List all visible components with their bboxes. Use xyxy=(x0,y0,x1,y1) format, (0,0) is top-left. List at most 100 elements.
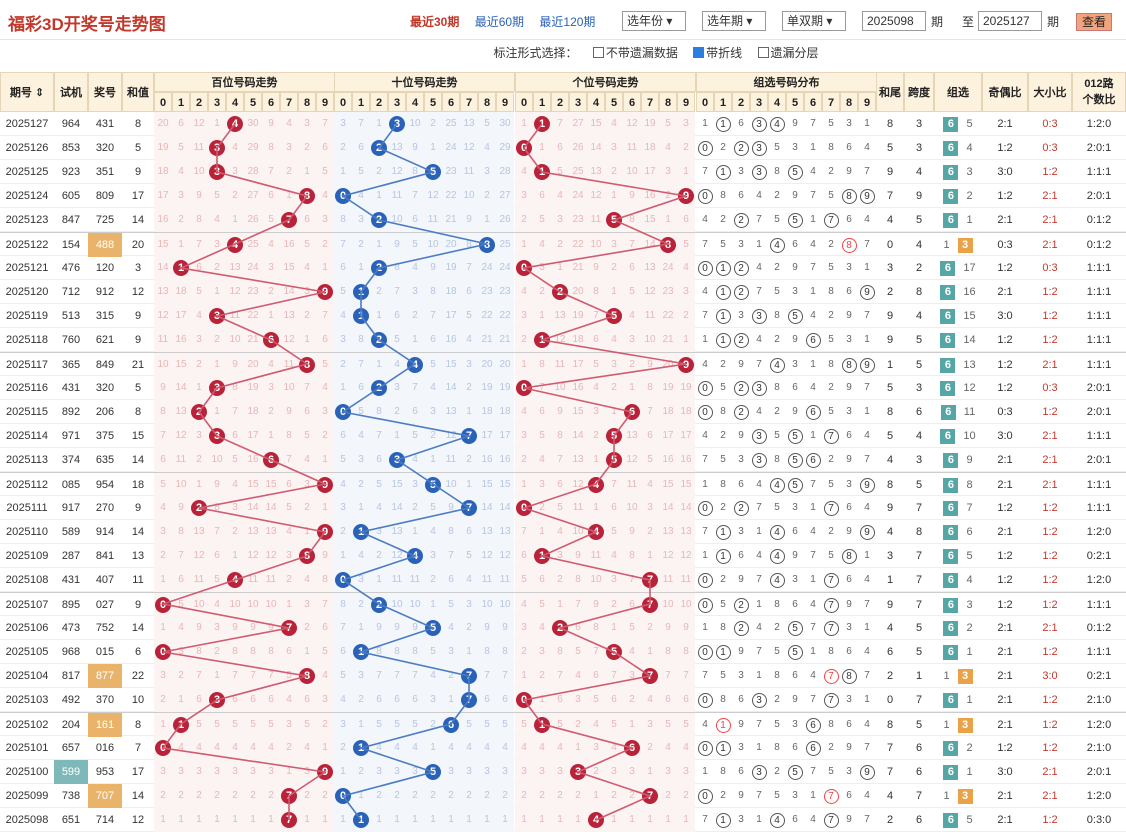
bigsmall-cell: 2:1 xyxy=(1042,359,1058,371)
digit-ball: 7 xyxy=(281,812,297,828)
missing-count: 2 xyxy=(214,646,220,657)
missing-count: 1 xyxy=(268,814,274,825)
missing-count: 12 xyxy=(499,550,511,561)
missing-count: 18 xyxy=(445,286,457,297)
missing-count: 5 xyxy=(340,286,346,297)
group-missing: 1 xyxy=(810,790,816,801)
missing-count: 21 xyxy=(445,214,457,225)
sum-cell: 15 xyxy=(131,430,145,442)
missing-count: 4 xyxy=(466,334,472,345)
issue-cell: 2025122 xyxy=(5,239,49,251)
missing-count: 20 xyxy=(481,359,493,370)
group-missing: 8 xyxy=(828,286,834,297)
missing-count: 8 xyxy=(268,646,274,657)
missing-count: 1 xyxy=(340,166,346,177)
group-missing: 2 xyxy=(774,694,780,705)
sum-cell: 8 xyxy=(134,719,142,731)
missing-count: 7 xyxy=(322,599,328,610)
missing-count: 23 xyxy=(247,286,259,297)
digit-ball: 2 xyxy=(191,404,207,420)
year-select[interactable]: 选年份 ▾ xyxy=(622,11,686,31)
missing-count: 7 xyxy=(340,622,346,633)
missing-count: 2 xyxy=(178,670,184,681)
missing-count: 11 xyxy=(409,574,421,585)
tail-cell: 7 xyxy=(886,766,894,778)
missing-count: 5 xyxy=(629,622,635,633)
group-cell: 7 xyxy=(822,616,840,640)
missing-count: 2 xyxy=(448,670,454,681)
missing-count: 17 xyxy=(662,430,674,441)
bigsmall-cell: 1:2 xyxy=(1042,742,1058,754)
missing-count: 23 xyxy=(481,286,493,297)
digit-ball: 8 xyxy=(660,237,676,253)
trial-cell: 964 xyxy=(61,118,81,130)
missing-count: 4 xyxy=(647,694,653,705)
missing-count: 3 xyxy=(611,359,617,370)
missing-count: 20 xyxy=(662,359,674,370)
from-issue-input[interactable]: 2025098 xyxy=(862,11,926,31)
missing-count: 13 xyxy=(590,166,602,177)
missing-count: 3 xyxy=(268,382,274,393)
missing-count: 24 xyxy=(662,262,674,273)
missing-count: 6 xyxy=(502,694,508,705)
bigsmall-cell: 2:1 xyxy=(1042,430,1058,442)
group-missing: 5 xyxy=(774,286,780,297)
missing-count: 4 xyxy=(665,142,671,153)
missing-count: 10 xyxy=(463,190,475,201)
option-with-line[interactable]: 带折线 xyxy=(687,46,742,60)
group-missing: 12 xyxy=(963,382,976,394)
missing-count: 3 xyxy=(521,622,527,633)
group-missing: 4 xyxy=(756,262,762,273)
digit-ball: 8 xyxy=(299,668,315,684)
digit-header: 4 xyxy=(226,92,244,112)
group-digit-circle: 8 xyxy=(841,358,857,373)
period-select[interactable]: 选年期 ▾ xyxy=(702,11,766,31)
sum-cell: 13 xyxy=(131,550,145,562)
group-digit-circle: 1 xyxy=(715,645,731,660)
missing-count: 16 xyxy=(680,454,692,465)
missing-count: 15 xyxy=(572,406,584,417)
digit-ball: 0 xyxy=(516,380,532,396)
digit-ball: 3 xyxy=(389,116,405,132)
missing-count: 5 xyxy=(322,166,328,177)
tail-cell: 5 xyxy=(886,430,894,442)
missing-count: 1 xyxy=(539,142,545,153)
query-button[interactable]: 查看 xyxy=(1076,13,1112,31)
missing-count: 7 xyxy=(268,670,274,681)
group-cell: 7 xyxy=(822,208,840,232)
checkbox-checked-icon[interactable] xyxy=(693,47,705,58)
group-missing: 2 xyxy=(774,622,780,633)
digit-ball: 4 xyxy=(588,477,604,493)
missing-count: 4 xyxy=(394,742,400,753)
digit-header: 6 xyxy=(442,92,460,112)
missing-count: 10 xyxy=(662,599,674,610)
link-recent-120[interactable]: 最近120期 xyxy=(539,15,596,29)
missing-count: 13 xyxy=(644,262,656,273)
missing-count: 1 xyxy=(160,622,166,633)
missing-count: 6 xyxy=(304,406,310,417)
oddeven-select[interactable]: 单双期 ▾ xyxy=(782,11,846,31)
missing-count: 4 xyxy=(286,118,292,129)
link-recent-60[interactable]: 最近60期 xyxy=(474,15,525,29)
missing-count: 1 xyxy=(214,814,220,825)
digit-ball: 0 xyxy=(155,597,171,613)
group-missing: 3 xyxy=(966,599,973,611)
checkbox-icon[interactable] xyxy=(592,47,604,58)
missing-count: 2 xyxy=(268,286,274,297)
option-layered[interactable]: 遗漏分层 xyxy=(752,46,819,60)
missing-count: 2 xyxy=(196,359,202,370)
missing-count: 1 xyxy=(340,814,346,825)
checkbox-icon[interactable] xyxy=(757,47,769,58)
missing-count: 2 xyxy=(430,430,436,441)
link-recent-30[interactable]: 最近30期 xyxy=(410,15,460,29)
missing-count: 18 xyxy=(175,286,187,297)
group-cell: 0 xyxy=(696,688,714,712)
missing-count: 18 xyxy=(662,406,674,417)
to-issue-input[interactable]: 2025127 xyxy=(978,11,1042,31)
missing-count: 2 xyxy=(322,790,328,801)
col-012-line2: 个数比 xyxy=(1082,94,1116,106)
missing-count: 10 xyxy=(680,599,692,610)
option-no-missing[interactable]: 不带遗漏数据 xyxy=(587,46,678,60)
